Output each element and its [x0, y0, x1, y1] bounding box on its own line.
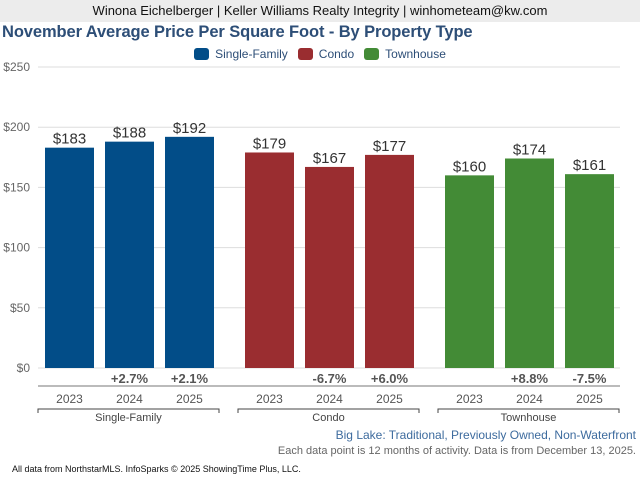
x-tick-label: 2025	[176, 392, 203, 406]
legend-item-single-family[interactable]: Single-Family	[194, 47, 288, 61]
bar	[445, 175, 494, 368]
x-tick-label: 2024	[316, 392, 343, 406]
bar-value-label: $160	[453, 158, 486, 175]
legend-item-townhouse[interactable]: Townhouse	[364, 47, 446, 61]
y-tick-label: $200	[3, 120, 30, 134]
group-label: Single-Family	[95, 412, 162, 424]
x-tick-label: 2024	[516, 392, 543, 406]
legend-label-townhouse: Townhouse	[385, 47, 446, 61]
yoy-change-label: +8.8%	[511, 371, 549, 386]
bar	[365, 154, 414, 368]
y-tick-label: $150	[3, 180, 30, 194]
x-tick-label: 2025	[376, 392, 403, 406]
group-bracket	[37, 408, 220, 413]
legend-swatch-condo	[297, 48, 313, 60]
y-tick-label: $50	[10, 301, 30, 315]
bar	[165, 136, 214, 368]
x-tick-label: 2023	[456, 392, 483, 406]
bar-value-label: $161	[573, 157, 606, 174]
data-note: Each data point is 12 months of activity…	[277, 445, 636, 457]
market-subtitle: Big Lake: Traditional, Previously Owned,…	[335, 428, 636, 442]
bar-value-label: $179	[253, 135, 286, 152]
bar	[565, 174, 614, 368]
bar-value-label: $183	[53, 131, 86, 148]
yoy-change-label: -7.5%	[573, 371, 607, 386]
group-bracket	[237, 408, 420, 413]
yoy-change-label: +6.0%	[371, 371, 409, 386]
legend-item-condo[interactable]: Condo	[297, 47, 355, 61]
x-tick-label: 2023	[56, 392, 83, 406]
legend: Single-Family Condo Townhouse	[0, 45, 640, 63]
bar	[305, 166, 354, 368]
bar-value-label: $174	[513, 142, 546, 159]
bar-value-label: $167	[313, 150, 346, 167]
yoy-change-label: +2.1%	[171, 371, 209, 386]
yoy-change-label: -6.7%	[313, 371, 347, 386]
bar	[245, 152, 294, 368]
group-label: Townhouse	[501, 412, 557, 424]
bar-value-label: $192	[173, 120, 206, 137]
legend-swatch-single-family	[194, 48, 210, 60]
bar	[105, 141, 154, 368]
bar-value-label: $177	[373, 138, 406, 155]
y-tick-label: $0	[17, 361, 31, 375]
bar-value-label: $188	[113, 125, 146, 142]
legend-swatch-townhouse	[364, 48, 380, 60]
y-tick-label: $100	[3, 241, 30, 255]
group-bracket	[437, 408, 620, 413]
group-label: Condo	[312, 412, 344, 424]
data-source: All data from NorthstarMLS. InfoSparks ©…	[12, 464, 301, 474]
x-tick-label: 2025	[576, 392, 603, 406]
agent-banner: Winona Eichelberger | Keller Williams Re…	[0, 0, 640, 22]
x-tick-label: 2023	[256, 392, 283, 406]
legend-label-single-family: Single-Family	[215, 47, 288, 61]
y-tick-label: $250	[3, 60, 30, 74]
bar	[45, 147, 94, 368]
chart-title: November Average Price Per Square Foot -…	[2, 23, 473, 41]
x-tick-label: 2024	[116, 392, 143, 406]
yoy-change-label: +2.7%	[111, 371, 149, 386]
legend-label-condo: Condo	[318, 47, 355, 61]
bar	[505, 158, 554, 368]
